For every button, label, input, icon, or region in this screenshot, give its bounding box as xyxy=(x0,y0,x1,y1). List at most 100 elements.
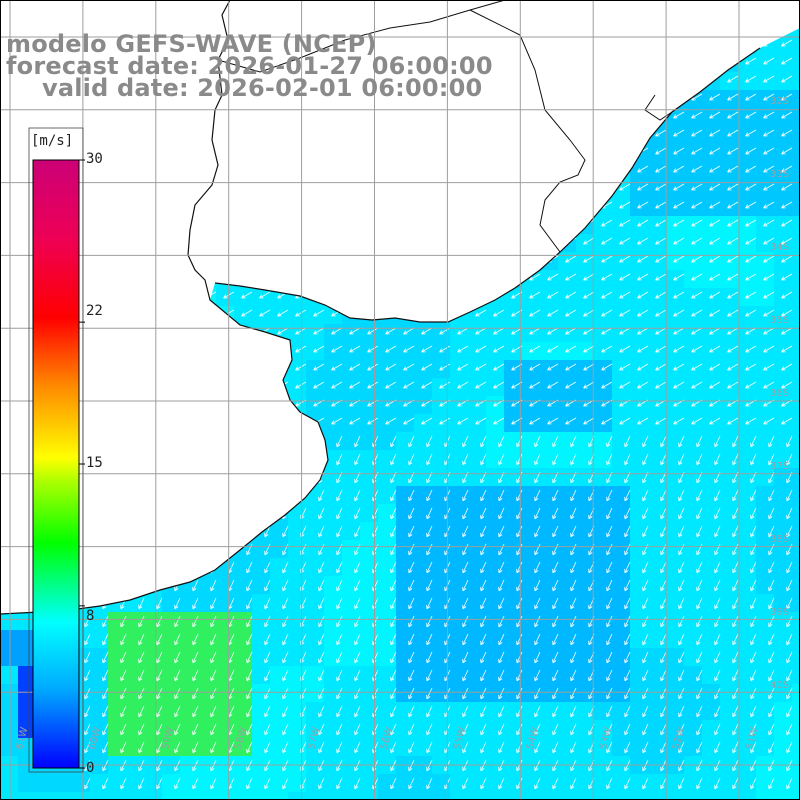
wind-arrow xyxy=(691,327,703,335)
wind-arrow xyxy=(696,705,703,718)
wind-arrow xyxy=(763,111,775,119)
wind-arrow xyxy=(570,435,577,448)
wind-arrow xyxy=(655,327,667,335)
wind-arrow xyxy=(781,417,793,425)
wind-arrow xyxy=(462,507,469,520)
wind-arrow xyxy=(264,777,271,790)
wind-arrow xyxy=(691,183,703,191)
wind-arrow xyxy=(745,111,757,119)
wind-arrow xyxy=(696,741,703,754)
wind-arrow xyxy=(696,777,703,790)
wind-arrow xyxy=(552,597,559,610)
wind-arrow xyxy=(763,201,775,209)
wind-arrow xyxy=(678,453,685,466)
wind-arrow xyxy=(714,741,721,754)
wind-arrow xyxy=(498,615,505,628)
wind-arrow xyxy=(480,633,487,646)
wind-arrow xyxy=(565,255,577,263)
wind-arrow xyxy=(102,633,109,646)
wind-arrow xyxy=(336,669,343,682)
wind-arrow xyxy=(642,597,649,610)
wind-arrow xyxy=(552,669,559,682)
wind-arrow xyxy=(601,327,613,335)
wind-arrow xyxy=(547,345,559,353)
wind-arrow xyxy=(691,201,703,209)
wind-arrow xyxy=(534,723,541,736)
wind-arrow xyxy=(696,507,703,520)
wind-arrow xyxy=(336,435,343,448)
wind-arrow xyxy=(516,687,523,700)
wind-arrow xyxy=(642,669,649,682)
wind-arrow xyxy=(565,309,577,317)
wind-arrow xyxy=(480,489,487,502)
wind-arrow xyxy=(606,615,613,628)
wind-arrow xyxy=(336,705,343,718)
wind-arrow xyxy=(763,165,775,173)
wind-arrow xyxy=(552,705,559,718)
wind-arrow xyxy=(763,129,775,137)
wind-arrow xyxy=(624,669,631,682)
wind-arrow xyxy=(781,363,793,371)
wind-arrow xyxy=(516,507,523,520)
wind-arrow xyxy=(565,327,577,335)
wind-arrow xyxy=(385,327,397,335)
colorbar-unit: [m/s] xyxy=(31,133,74,149)
wind-arrow xyxy=(462,435,469,448)
wind-arrow xyxy=(678,579,685,592)
wind-arrow xyxy=(655,309,667,317)
wind-arrow xyxy=(282,561,289,574)
wind-arrow xyxy=(714,597,721,610)
wind-arrow xyxy=(732,651,739,664)
wind-arrow xyxy=(678,723,685,736)
wind-arrow xyxy=(426,633,433,646)
wind-arrow xyxy=(570,651,577,664)
wind-arrow xyxy=(246,561,253,574)
wind-arrow xyxy=(570,597,577,610)
wind-arrow xyxy=(156,615,163,628)
wind-arrow xyxy=(642,453,649,466)
wind-arrow xyxy=(174,705,181,718)
wind-arrow xyxy=(709,201,721,209)
wind-arrow xyxy=(295,363,307,371)
wind-arrow xyxy=(691,255,703,263)
wind-arrow xyxy=(727,381,739,389)
lat-label: 38S xyxy=(770,534,790,545)
wind-arrow xyxy=(691,129,703,137)
wind-arrow xyxy=(678,561,685,574)
wind-arrow xyxy=(120,705,127,718)
wind-arrow xyxy=(336,777,343,790)
wind-arrow xyxy=(102,615,109,628)
wind-arrow xyxy=(354,687,361,700)
wind-arrow xyxy=(390,543,397,556)
wind-arrow xyxy=(768,615,775,628)
wind-arrow xyxy=(390,705,397,718)
wind-arrow xyxy=(678,705,685,718)
wind-arrow xyxy=(691,147,703,155)
wind-arrow xyxy=(768,489,775,502)
wind-arrow xyxy=(642,543,649,556)
wind-arrow xyxy=(745,327,757,335)
wind-arrow xyxy=(624,507,631,520)
wind-arrow xyxy=(174,597,181,610)
wind-arrow xyxy=(426,579,433,592)
wind-arrow xyxy=(732,723,739,736)
wind-arrow xyxy=(750,687,757,700)
wind-arrow xyxy=(655,273,667,281)
wind-arrow xyxy=(354,597,361,610)
wind-arrow xyxy=(696,543,703,556)
wind-arrow xyxy=(534,651,541,664)
wind-arrow xyxy=(426,687,433,700)
wind-arrow xyxy=(619,327,631,335)
wind-arrow xyxy=(390,597,397,610)
wind-arrow xyxy=(570,777,577,790)
wind-arrow xyxy=(624,723,631,736)
wind-arrow xyxy=(516,543,523,556)
wind-arrow xyxy=(210,741,217,754)
wind-arrow xyxy=(498,543,505,556)
wind-arrow xyxy=(642,777,649,790)
wind-arrow xyxy=(493,381,505,389)
wind-arrow xyxy=(786,597,793,610)
wind-arrow xyxy=(678,525,685,538)
wind-arrow xyxy=(583,309,595,317)
wind-arrow xyxy=(457,381,469,389)
